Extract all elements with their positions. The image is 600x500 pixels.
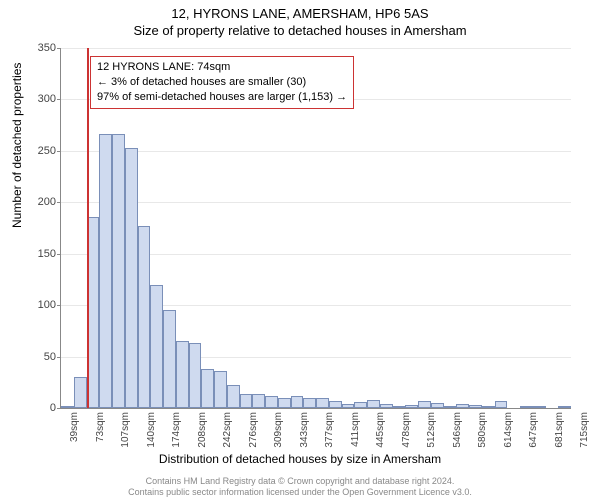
ytick-mark	[57, 99, 61, 100]
ytick-mark	[57, 357, 61, 358]
histogram-bar	[150, 285, 163, 408]
xtick-label: 140sqm	[146, 412, 157, 448]
histogram-bar	[418, 401, 431, 408]
ytick-label: 200	[16, 196, 56, 208]
histogram-bar	[176, 341, 189, 408]
histogram-bar	[240, 394, 253, 408]
xtick-label: 647sqm	[528, 412, 539, 448]
xtick-label: 411sqm	[350, 412, 361, 447]
histogram-bar	[278, 398, 291, 408]
ytick-mark	[57, 254, 61, 255]
chart-area: 12 HYRONS LANE: 74sqm ← 3% of detached h…	[60, 48, 570, 408]
ytick-label: 250	[16, 145, 56, 157]
ytick-mark	[57, 202, 61, 203]
xtick-label: 73sqm	[95, 412, 106, 442]
histogram-bar	[214, 371, 227, 408]
ytick-label: 350	[16, 42, 56, 54]
xtick-label: 309sqm	[273, 412, 284, 448]
histogram-bar	[316, 398, 329, 408]
histogram-bar	[405, 405, 418, 408]
histogram-bar	[342, 404, 355, 408]
annotation-line1: 12 HYRONS LANE: 74sqm	[97, 60, 347, 75]
xtick-label: 715sqm	[579, 412, 590, 448]
xtick-label: 174sqm	[171, 412, 182, 448]
histogram-bar	[138, 226, 151, 408]
histogram-bar	[329, 401, 342, 408]
xtick-label: 681sqm	[554, 412, 565, 448]
xtick-label: 614sqm	[503, 412, 514, 448]
histogram-bar	[533, 406, 546, 408]
histogram-bar	[520, 406, 533, 408]
ytick-label: 0	[16, 402, 56, 414]
histogram-bar	[163, 310, 176, 408]
ytick-label: 50	[16, 351, 56, 363]
histogram-bar	[558, 406, 571, 408]
histogram-bar	[265, 396, 278, 408]
ytick-label: 100	[16, 299, 56, 311]
histogram-bar	[99, 134, 112, 408]
histogram-bar	[125, 148, 138, 408]
histogram-bar	[367, 400, 380, 408]
histogram-bar	[74, 377, 87, 408]
histogram-bar	[431, 403, 444, 408]
gridline	[61, 48, 571, 49]
xtick-label: 242sqm	[222, 412, 233, 448]
xtick-label: 39sqm	[69, 412, 80, 442]
xtick-label: 512sqm	[426, 412, 437, 448]
xtick-label: 445sqm	[375, 412, 386, 448]
histogram-bar	[482, 406, 495, 408]
histogram-bar	[354, 402, 367, 408]
histogram-bar	[303, 398, 316, 408]
histogram-bar	[380, 404, 393, 408]
ytick-mark	[57, 408, 61, 409]
histogram-bar	[201, 369, 214, 408]
ytick-label: 150	[16, 248, 56, 260]
histogram-bar	[227, 385, 240, 408]
xtick-label: 208sqm	[197, 412, 208, 448]
gridline	[61, 151, 571, 152]
ytick-mark	[57, 305, 61, 306]
xtick-label: 276sqm	[248, 412, 259, 448]
ytick-mark	[57, 151, 61, 152]
annotation-line2: ← 3% of detached houses are smaller (30)	[97, 75, 347, 90]
footer-line2: Contains public sector information licen…	[0, 487, 600, 498]
xtick-label: 377sqm	[324, 412, 335, 448]
histogram-bar	[252, 394, 265, 408]
histogram-bar	[444, 406, 457, 408]
ytick-label: 300	[16, 93, 56, 105]
histogram-bar	[112, 134, 125, 408]
annotation-box: 12 HYRONS LANE: 74sqm ← 3% of detached h…	[90, 56, 354, 109]
title-sub: Size of property relative to detached ho…	[0, 21, 600, 38]
footer-attribution: Contains HM Land Registry data © Crown c…	[0, 476, 600, 498]
histogram-bar	[469, 405, 482, 408]
footer-line1: Contains HM Land Registry data © Crown c…	[0, 476, 600, 487]
xtick-label: 580sqm	[477, 412, 488, 448]
histogram-bar	[495, 401, 508, 408]
xtick-label: 546sqm	[452, 412, 463, 448]
gridline	[61, 202, 571, 203]
xtick-label: 107sqm	[120, 412, 131, 448]
xtick-label: 478sqm	[401, 412, 412, 448]
ytick-mark	[57, 48, 61, 49]
x-axis-label: Distribution of detached houses by size …	[0, 452, 600, 466]
xtick-label: 343sqm	[299, 412, 310, 448]
title-main: 12, HYRONS LANE, AMERSHAM, HP6 5AS	[0, 0, 600, 21]
histogram-bar	[456, 404, 469, 408]
histogram-bar	[393, 406, 406, 408]
histogram-bar	[189, 343, 202, 408]
annotation-line3: 97% of semi-detached houses are larger (…	[97, 90, 347, 105]
histogram-bar	[61, 406, 74, 408]
histogram-bar	[291, 396, 304, 408]
